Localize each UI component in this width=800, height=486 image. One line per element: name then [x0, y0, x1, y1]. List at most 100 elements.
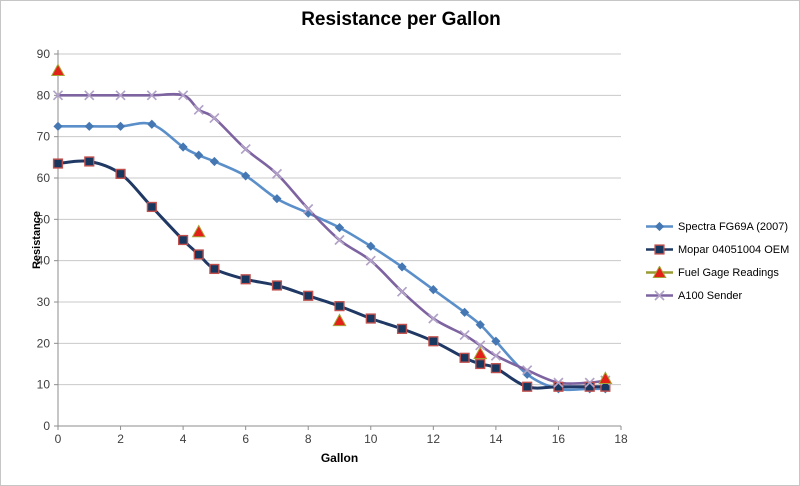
square-marker-icon — [146, 201, 157, 213]
legend-label: Mopar 04051004 OEM — [678, 243, 790, 256]
x-tick-label: 6 — [242, 432, 249, 446]
x-marker-icon — [146, 90, 157, 101]
x-marker-icon — [334, 234, 345, 246]
square-marker-icon — [115, 168, 126, 179]
x-marker-icon — [240, 143, 251, 155]
square-marker-icon — [475, 358, 486, 370]
diamond-marker-icon — [84, 121, 94, 131]
x-tick-label: 4 — [180, 432, 187, 446]
x-marker-icon — [303, 203, 314, 215]
square-marker-icon — [334, 301, 345, 312]
legend-swatch-icon — [646, 221, 673, 232]
diamond-marker-icon — [334, 223, 345, 233]
x-marker-icon — [396, 286, 408, 297]
x-marker-icon — [459, 329, 470, 341]
legend-label: Spectra FG69A (2007) — [678, 220, 789, 233]
legend-swatch-icon — [646, 266, 673, 278]
y-tick-label: 10 — [37, 378, 51, 392]
x-tick-label: 14 — [489, 432, 503, 446]
triangle-marker-icon — [473, 346, 488, 360]
x-marker-icon — [475, 340, 486, 351]
square-marker-icon — [193, 249, 204, 260]
triangle-marker-icon — [598, 371, 613, 384]
y-tick-label: 20 — [37, 336, 51, 350]
x-tick-label: 0 — [55, 432, 62, 446]
x-marker-icon — [115, 90, 126, 101]
square-marker-icon — [490, 363, 501, 374]
square-marker-icon — [178, 234, 189, 246]
x-marker-icon — [84, 90, 95, 101]
x-marker-icon — [428, 313, 439, 324]
series-line-0 — [56, 121, 607, 392]
legend: Spectra FG69A (2007) Mopar 04051004 OEM Fu… — [646, 215, 789, 307]
legend-label: Fuel Gage Readings — [678, 266, 779, 279]
y-tick-label: 40 — [37, 254, 51, 268]
diamond-marker-icon — [178, 142, 188, 152]
square-marker-icon — [209, 263, 220, 275]
triangle-marker-icon — [652, 266, 667, 278]
diamond-marker-icon — [522, 369, 532, 379]
legend-item-0: Spectra FG69A (2007) — [646, 215, 789, 238]
diamond-marker-icon — [209, 156, 219, 167]
square-marker-icon — [52, 158, 64, 169]
y-tick-label: 80 — [37, 88, 51, 102]
y-tick-label: 50 — [37, 212, 51, 226]
square-marker-icon — [365, 313, 376, 324]
diamond-marker-icon — [147, 119, 157, 129]
square-marker-icon — [271, 280, 283, 291]
x-marker-icon — [490, 350, 501, 361]
x-marker-icon — [193, 104, 204, 115]
square-marker-icon — [654, 244, 665, 255]
square-marker-icon — [428, 336, 439, 347]
square-marker-icon — [396, 323, 408, 334]
diamond-marker-icon — [654, 221, 665, 232]
series-line-3 — [56, 92, 607, 385]
y-tick-label: 70 — [37, 130, 51, 144]
diamond-marker-icon — [366, 241, 376, 251]
legend-label: A100 Sender — [678, 289, 743, 302]
x-marker-icon — [178, 90, 189, 101]
y-tick-label: 90 — [37, 47, 51, 61]
x-marker-icon — [365, 255, 376, 266]
square-marker-icon — [84, 156, 95, 167]
diamond-marker-icon — [272, 194, 282, 204]
diamond-marker-icon — [428, 285, 438, 295]
x-tick-label: 18 — [614, 432, 628, 446]
legend-item-2: Fuel Gage Readings — [646, 261, 789, 284]
diamond-marker-icon — [475, 320, 485, 330]
diamond-marker-icon — [397, 262, 407, 272]
x-marker-icon — [553, 377, 564, 388]
diamond-marker-icon — [53, 121, 63, 131]
x-marker-icon — [654, 290, 665, 301]
x-tick-label: 16 — [552, 432, 566, 446]
square-marker-icon — [459, 352, 470, 363]
diamond-marker-icon — [491, 336, 501, 346]
triangle-marker-icon — [50, 63, 66, 77]
y-tick-label: 60 — [37, 171, 51, 185]
square-marker-icon — [522, 381, 533, 392]
y-tick-label: 30 — [37, 295, 51, 309]
x-marker-icon — [584, 377, 595, 388]
chart-title: Resistance per Gallon — [301, 9, 501, 30]
x-marker-icon — [209, 112, 220, 124]
legend-swatch-icon — [646, 244, 673, 255]
y-axis-title: Resistance — [31, 210, 43, 270]
x-tick-label: 8 — [305, 432, 312, 446]
x-marker-icon — [52, 90, 64, 101]
square-marker-icon — [240, 274, 251, 285]
series-line-1 — [56, 159, 607, 390]
legend-item-1: Mopar 04051004 OEM — [646, 238, 789, 261]
diamond-marker-icon — [194, 150, 204, 160]
legend-item-3: A100 Sender — [646, 284, 789, 307]
square-marker-icon — [303, 290, 314, 301]
x-axis-title: Gallon — [320, 451, 359, 465]
y-tick-label: 0 — [43, 419, 50, 433]
x-marker-icon — [522, 365, 533, 376]
diamond-marker-icon — [460, 307, 470, 317]
triangle-marker-icon — [191, 224, 206, 238]
diamond-marker-icon — [241, 171, 251, 181]
x-tick-label: 10 — [364, 432, 378, 446]
x-marker-icon — [271, 168, 283, 179]
